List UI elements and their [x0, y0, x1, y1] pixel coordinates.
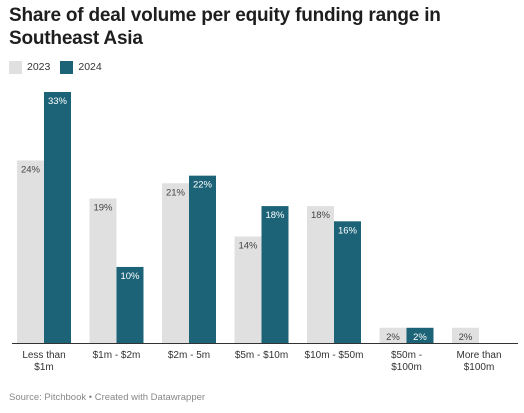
category-label-6-1: $100m	[464, 362, 495, 373]
footer-source: Source: Pitchbook • Created with Datawra…	[9, 392, 206, 403]
category-label-0-1: $1m	[34, 362, 53, 373]
category-label-5-1: $100m	[391, 362, 422, 373]
legend-item-2023: 2023	[9, 60, 51, 74]
bar-2024-5	[406, 327, 434, 343]
data-label-2023-6: 2%	[459, 332, 473, 343]
legend-item-2024: 2024	[60, 60, 102, 74]
data-label-2024-3: 18%	[265, 210, 285, 221]
data-label-2024-1: 10%	[120, 271, 140, 282]
bar-2024-4	[334, 221, 361, 343]
data-label-2023-3: 14%	[238, 241, 258, 252]
legend-swatch-2024	[60, 60, 74, 74]
data-label-2023-1: 19%	[93, 202, 113, 213]
data-label-2023-4: 18%	[311, 210, 331, 221]
category-label-6-0: More than	[456, 350, 501, 361]
bar-2023-3	[234, 236, 262, 343]
bar-2024-1	[116, 266, 144, 343]
data-label-2023-5: 2%	[386, 332, 400, 343]
category-label-3-0: $5m - $10m	[235, 350, 288, 361]
data-label-2024-5: 2%	[413, 332, 427, 343]
legend: 2023 2024	[9, 60, 112, 74]
legend-label-2024: 2024	[78, 61, 102, 73]
bar-2023-1	[89, 198, 117, 343]
bar-2023-6	[452, 327, 479, 343]
legend-label-2023: 2023	[27, 61, 51, 73]
data-label-2023-2: 21%	[166, 187, 186, 198]
bar-2024-0	[44, 92, 71, 343]
data-label-2024-4: 16%	[338, 225, 358, 236]
bar-2023-5	[379, 327, 407, 343]
category-label-1-0: $1m - $2m	[93, 350, 141, 361]
data-label-2023-0: 24%	[21, 164, 41, 175]
bar-2023-4	[307, 206, 334, 343]
category-label-4-0: $10m - $50m	[305, 350, 364, 361]
bar-2023-2	[162, 183, 189, 343]
category-label-5-0: $50m -	[391, 350, 422, 361]
data-label-2024-0: 33%	[48, 96, 68, 107]
data-label-2024-2: 22%	[193, 180, 213, 191]
legend-swatch-2023	[9, 60, 22, 74]
bar-2024-3	[261, 206, 289, 343]
category-label-0-0: Less than	[22, 350, 65, 361]
chart-title: Share of deal volume per equity funding …	[9, 5, 441, 49]
category-label-2-0: $2m - 5m	[168, 350, 210, 361]
bar-2023-0	[17, 160, 44, 343]
bar-2024-2	[189, 175, 216, 343]
